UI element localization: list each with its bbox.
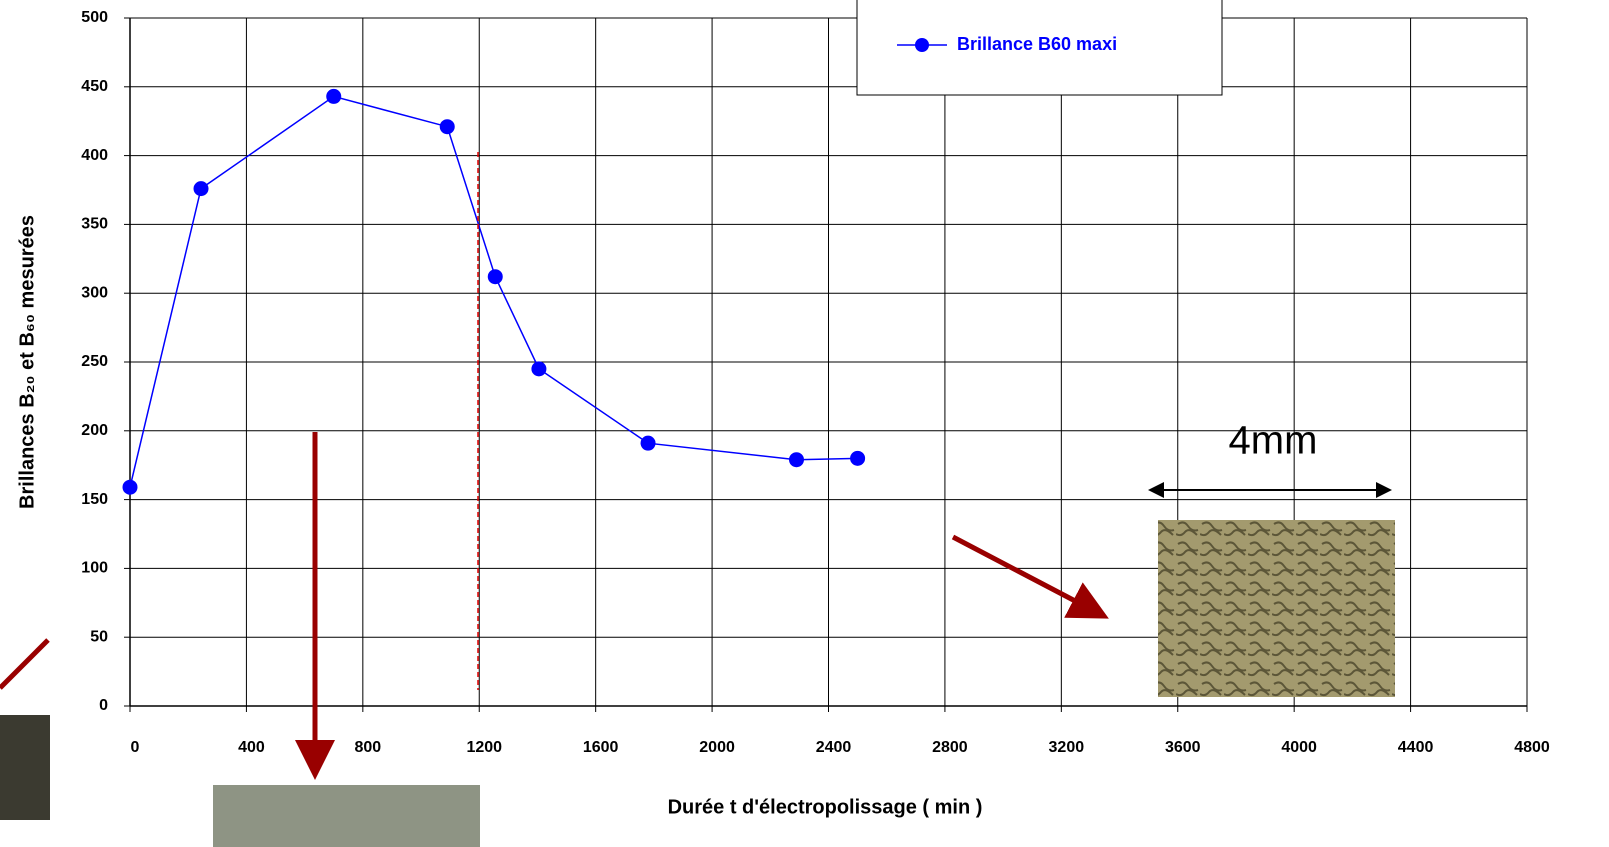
data-point [850,450,866,466]
plot-area: 0 50 100 150 200 250 300 350 400 450 500 0 400 800 120… [81,9,1550,756]
y-axis-label: Brillances B₂₀ et B₆₀ mesurées [16,215,38,509]
y-tick-label: 500 [81,9,108,26]
y-tick-label: 250 [81,353,108,370]
x-tick-label: 4000 [1281,739,1317,756]
y-tick-label: 0 [99,697,108,714]
x-tick-label: 4800 [1514,739,1550,756]
x-tick-label: 2800 [932,739,968,756]
x-tick-label: 3200 [1049,739,1085,756]
y-tick-label: 300 [81,284,108,301]
data-point [193,181,209,197]
photo [1158,520,1395,697]
arrow [951,534,1109,619]
series-line [129,95,858,488]
data-point [122,479,138,495]
data-point [788,452,804,468]
x-tick-label: 2000 [699,739,735,756]
arrow [0,638,50,690]
x-tick-label: 1200 [466,739,502,756]
x-tick-label: 800 [354,739,381,756]
legend-marker [915,38,929,52]
legend-label: Brillance B60 maxi [957,34,1117,54]
x-tick-label: 3600 [1165,739,1201,756]
photo [213,785,480,847]
x-tick-label: 2400 [816,739,852,756]
y-tick-label: 400 [81,147,108,164]
data-point [487,269,503,285]
x-tick-label: 0 [131,739,140,756]
photo [0,715,50,820]
y-tick-label: 200 [81,422,108,439]
x-tick-label: 400 [238,739,265,756]
data-point [531,361,547,377]
y-tick-label: 50 [90,628,108,645]
x-tick-label: 1600 [583,739,619,756]
annotation: 4mm [1229,419,1318,463]
y-tick-label: 450 [81,78,108,95]
data-point [326,88,342,104]
y-tick-label: 100 [81,560,108,577]
x-tick-label: 4400 [1398,739,1434,756]
data-point [439,119,455,135]
data-point [640,435,656,451]
y-tick-label: 150 [81,491,108,508]
x-axis-label: Durée t d'électropolissage ( min ) [668,796,983,818]
y-tick-label: 350 [81,216,108,233]
